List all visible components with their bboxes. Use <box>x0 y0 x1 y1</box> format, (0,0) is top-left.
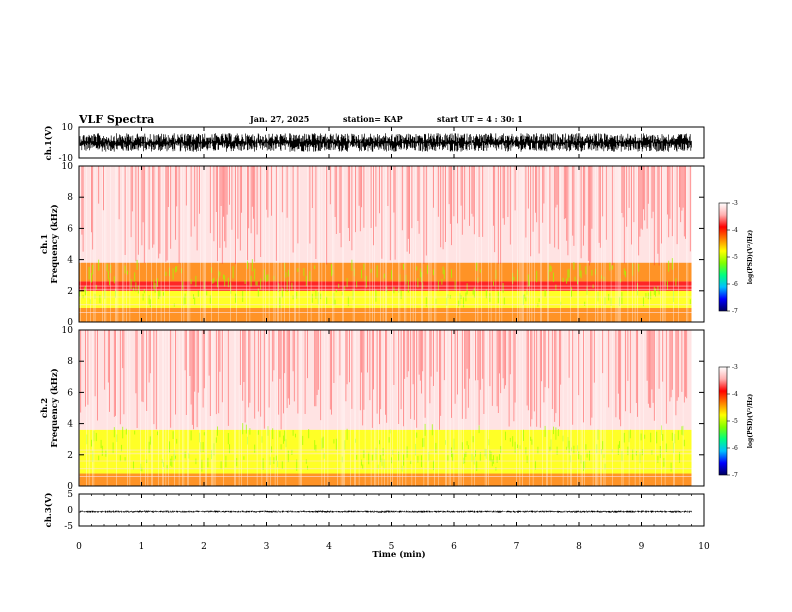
xtick-label-7: 7 <box>514 542 520 552</box>
cb2-gradient <box>718 366 728 476</box>
ch2-spectrogram-image <box>79 330 704 486</box>
ch3-waveform-trace <box>79 510 692 513</box>
xtick-label-10: 10 <box>698 542 710 552</box>
spec1-yticks-label-2: 4 <box>67 256 73 266</box>
ch2-spectrogram-yticks: 0 2 4 6 8 10 <box>62 326 704 492</box>
cb2-tick-label-4: -7 <box>732 472 738 479</box>
ch1-waveform-panel: 10 -10 ch.1(V) <box>43 123 705 164</box>
ch3-ytick-mid: 0 <box>67 506 73 516</box>
start-time-label: start UT = 4 : 30: 1 <box>437 114 523 124</box>
xtick-label-6: 6 <box>451 542 457 552</box>
cb1-tick-label-2: -5 <box>732 254 738 261</box>
ch3-ytick-bottom: -5 <box>64 522 73 532</box>
spec1-yticks-label-0: 0 <box>67 318 73 328</box>
ch3-waveform-ylabel: ch.3(V) <box>43 493 54 528</box>
ch1-colorbar: -3 -4 -5 -6 -7 log(PSD)(V²/Hz) <box>718 200 754 315</box>
spec1-harmonic-lines <box>79 285 692 313</box>
ch3-waveform-plot-area <box>79 494 704 526</box>
xtick-label-4: 4 <box>326 542 332 552</box>
spec1-yticks-label-4: 8 <box>67 193 73 203</box>
ch1-ytick-bottom: -10 <box>59 154 74 164</box>
cb2-tick-label-0: -3 <box>732 364 738 371</box>
spec2-streaks-red <box>80 330 688 430</box>
cb1-gradient <box>718 202 728 312</box>
xtick-label-0: 0 <box>76 542 82 552</box>
xtick-label-9: 9 <box>639 542 645 552</box>
ch1-spectrogram-panel: 0 2 4 6 8 10 ch.1 Frequency (kHz) <box>40 162 705 328</box>
xtick-label-5: 5 <box>389 542 395 552</box>
spec1-yticks-label-3: 6 <box>67 224 73 234</box>
spec2-harmonic-lines <box>79 449 692 477</box>
spec2-yticks-label-3: 6 <box>67 388 73 398</box>
xtick-label-3: 3 <box>264 542 270 552</box>
time-axis-label: Time (min) <box>372 549 425 560</box>
ch2-spectrogram-ylabel: Frequency (kHz) <box>49 368 60 447</box>
spec2-yticks-label-2: 4 <box>67 420 73 430</box>
cb2-tick-label-1: -4 <box>732 391 738 398</box>
cb1-tick-label-1: -4 <box>732 227 738 234</box>
spec1-yticks-label-5: 10 <box>62 162 74 172</box>
wave3-path <box>79 510 692 513</box>
ch1-ytick-top: 10 <box>62 123 74 133</box>
spec2-band-2 <box>79 429 692 455</box>
time-axis-ticks: 0 1 2 3 4 5 6 7 8 9 10 <box>76 127 710 552</box>
spec2-yticks-label-4: 8 <box>67 357 73 367</box>
ch2-spectrogram-channel-label: ch.2 <box>40 398 50 418</box>
ch3-waveform-panel: 5 0 -5 ch.3(V) <box>43 490 705 532</box>
xtick-label-1: 1 <box>139 542 145 552</box>
spec1-yticks-label-1: 2 <box>67 287 73 297</box>
ch3-ytick-top: 5 <box>67 490 73 500</box>
cb1-tick-label-3: -6 <box>732 281 738 288</box>
cb1-tick-label-0: -3 <box>732 200 738 207</box>
wave1-path <box>79 133 692 152</box>
spec2-band-0 <box>79 473 692 486</box>
xtick-label-8: 8 <box>576 542 582 552</box>
cb1-tick-label-4: -7 <box>732 308 738 315</box>
ch1-waveform-ylabel: ch.1(V) <box>43 126 54 161</box>
cb2-tick-label-3: -6 <box>732 445 738 452</box>
ch1-spectrogram-image <box>79 166 704 322</box>
ch1-spectrogram-ylabel: Frequency (kHz) <box>49 204 60 283</box>
spec2-empty-tail <box>691 330 704 486</box>
spec1-streaks-red <box>81 166 691 266</box>
ch2-spectrogram-panel: 0 2 4 6 8 10 ch.2 Frequency (kHz) <box>40 326 705 492</box>
spec2-yticks-label-5: 10 <box>62 326 74 336</box>
ch1-spectrogram-channel-label: ch.1 <box>40 234 50 254</box>
cb2-label: log(PSD)(V²/Hz) <box>747 394 754 449</box>
cb1-label: log(PSD)(V²/Hz) <box>747 230 754 285</box>
figure-title: VLF Spectra <box>78 113 154 126</box>
cb2-tick-label-2: -5 <box>732 418 738 425</box>
ch1-spectrogram-yticks: 0 2 4 6 8 10 <box>62 162 704 328</box>
spec1-empty-tail <box>691 166 704 322</box>
xtick-label-2: 2 <box>201 542 207 552</box>
ch2-colorbar: -3 -4 -5 -6 -7 log(PSD)(V²/Hz) <box>718 364 754 479</box>
date-label: Jan. 27, 2025 <box>249 114 309 124</box>
spec2-yticks-label-0: 0 <box>67 482 73 492</box>
ch1-waveform-trace <box>79 133 692 152</box>
station-label: station= KAP <box>343 114 403 124</box>
spec2-yticks-label-1: 2 <box>67 451 73 461</box>
spec1-streaks-white <box>80 166 689 322</box>
